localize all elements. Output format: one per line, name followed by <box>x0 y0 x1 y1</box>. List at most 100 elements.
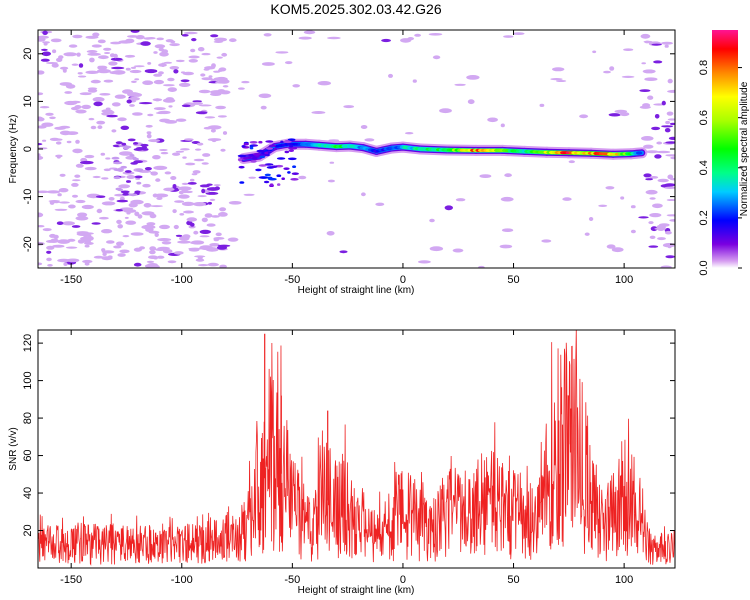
noise-speckle <box>188 248 200 252</box>
noise-speckle <box>639 105 651 109</box>
x-tick-label: 100 <box>615 574 633 586</box>
noise-speckle <box>215 105 227 110</box>
noise-speckle <box>327 36 341 40</box>
noise-speckle <box>124 170 132 173</box>
noise-speckle <box>58 201 70 204</box>
noise-speckle <box>667 89 675 93</box>
noise-speckle <box>98 55 109 60</box>
noise-speckle <box>619 112 630 117</box>
noise-speckle <box>598 204 608 207</box>
noise-speckle <box>42 30 48 35</box>
noise-speckle <box>173 251 184 255</box>
noise-speckle <box>192 100 203 103</box>
noise-speckle <box>63 262 68 266</box>
ridge-spread <box>252 153 261 156</box>
noise-speckle <box>129 104 135 107</box>
colorbar-label: Normalized spectral amplitude <box>739 81 750 216</box>
noise-speckle <box>114 94 126 99</box>
spectrogram-xlabel: Height of straight line (km) <box>298 285 415 296</box>
noise-speckle <box>159 224 170 230</box>
noise-speckle <box>50 238 59 243</box>
noise-speckle <box>162 249 173 254</box>
noise-speckle <box>84 154 95 159</box>
noise-speckle <box>552 67 565 72</box>
noise-speckle <box>649 235 656 239</box>
noise-speckle <box>201 188 206 194</box>
noise-speckle <box>479 174 492 179</box>
x-tick-label: -150 <box>60 574 82 586</box>
noise-speckle <box>132 156 137 160</box>
y-tick-label: 0 <box>22 146 34 152</box>
noise-speckle <box>72 34 83 39</box>
ridge-spread <box>265 140 274 143</box>
noise-speckle <box>428 33 443 36</box>
x-tick-label: -150 <box>60 274 82 286</box>
noise-speckle <box>119 196 125 201</box>
y-tick-label: 20 <box>22 524 34 536</box>
noise-speckle <box>72 148 83 154</box>
noise-speckle <box>46 190 61 194</box>
noise-speckle <box>343 105 355 109</box>
noise-speckle <box>180 235 185 240</box>
x-tick-label: 50 <box>507 574 519 586</box>
colorbar-tick-label: 0.6 <box>698 110 710 125</box>
noise-speckle <box>84 166 97 171</box>
noise-speckle <box>665 120 670 125</box>
noise-speckle <box>199 235 210 238</box>
noise-speckle <box>75 199 86 204</box>
noise-speckle <box>243 193 255 196</box>
noise-speckle <box>664 128 671 133</box>
noise-speckle <box>124 54 136 58</box>
noise-speckle <box>666 111 674 116</box>
noise-speckle <box>157 238 172 242</box>
noise-speckle <box>645 178 653 181</box>
y-tick-label: 20 <box>22 48 34 60</box>
noise-speckle <box>168 105 173 108</box>
noise-speckle <box>148 255 158 259</box>
noise-speckle <box>46 245 55 250</box>
ridge-spread <box>258 140 263 144</box>
noise-speckle <box>191 38 197 42</box>
noise-speckle <box>178 194 190 199</box>
noise-speckle <box>159 149 168 151</box>
ridge-spread <box>238 165 245 169</box>
noise-speckle <box>645 189 658 195</box>
noise-speckle <box>38 35 49 39</box>
ridge-spread <box>258 164 268 167</box>
ridge-spread <box>277 183 281 186</box>
noise-speckle <box>119 249 130 254</box>
noise-speckle <box>207 125 222 130</box>
noise-speckle <box>644 40 650 44</box>
noise-speckle <box>661 125 674 128</box>
noise-speckle <box>652 203 663 209</box>
noise-speckle <box>88 117 95 121</box>
noise-speckle <box>144 69 158 74</box>
noise-speckle <box>115 141 123 145</box>
noise-speckle <box>62 221 75 226</box>
noise-speckle <box>153 165 168 170</box>
noise-speckle <box>75 163 84 168</box>
ridge-spread <box>283 167 290 170</box>
noise-speckle <box>145 82 153 85</box>
noise-speckle <box>46 250 52 254</box>
noise-speckle <box>608 113 621 117</box>
x-tick-label: -100 <box>171 274 193 286</box>
noise-speckle <box>133 142 139 145</box>
noise-speckle <box>152 193 158 198</box>
noise-speckle <box>76 232 90 236</box>
ridge-spread <box>291 172 299 175</box>
noise-speckle <box>57 193 62 197</box>
noise-speckle <box>147 113 154 117</box>
noise-speckle <box>218 67 227 72</box>
ridge-spread <box>287 157 297 161</box>
ridge-spread <box>249 141 258 144</box>
noise-speckle <box>97 39 106 44</box>
noise-speckle <box>555 80 567 82</box>
ridge-spread <box>271 165 278 168</box>
noise-speckle <box>38 70 45 75</box>
x-tick-label: -50 <box>284 574 300 586</box>
noise-speckle <box>639 89 651 92</box>
noise-speckle <box>146 37 156 40</box>
noise-speckle <box>195 111 208 115</box>
